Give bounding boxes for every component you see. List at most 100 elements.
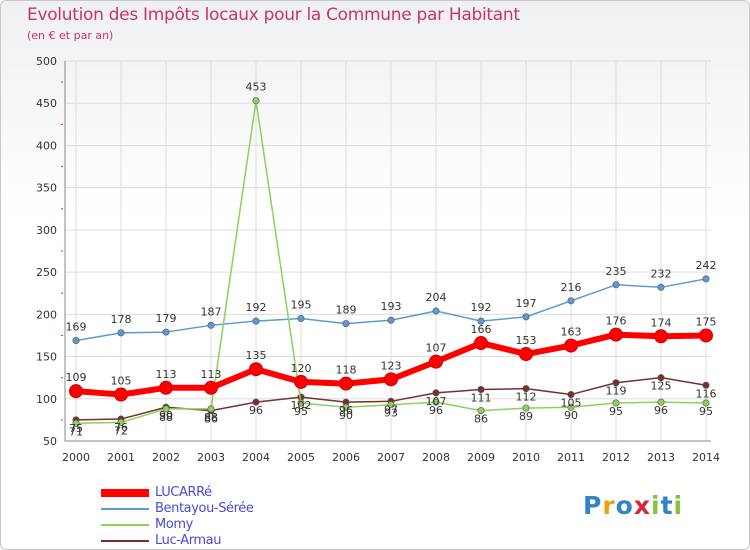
data-label: 113 — [201, 368, 222, 381]
data-label: 107 — [426, 395, 447, 408]
data-point-1 — [702, 275, 710, 283]
data-point-0 — [384, 372, 398, 387]
data-label: 242 — [696, 259, 717, 272]
data-label: 166 — [471, 323, 492, 336]
data-point-1 — [387, 316, 395, 324]
data-label: 90 — [564, 409, 578, 422]
data-label: 119 — [606, 385, 627, 398]
data-point-0 — [69, 384, 83, 399]
data-point-2 — [522, 404, 530, 412]
data-label: 175 — [696, 315, 717, 328]
x-tick-label: 2011 — [557, 451, 585, 464]
data-point-1 — [522, 313, 530, 321]
x-tick-label: 2003 — [197, 451, 225, 464]
data-label: 96 — [429, 404, 443, 417]
data-label: 135 — [246, 349, 267, 362]
data-label: 95 — [609, 405, 623, 418]
x-tick-label: 2009 — [467, 451, 495, 464]
data-point-2 — [72, 419, 80, 427]
x-tick-label: 2002 — [152, 451, 180, 464]
y-tick-label: 500 — [36, 55, 57, 68]
data-label: 189 — [336, 304, 357, 317]
data-point-2 — [207, 405, 215, 413]
y-tick-label: 450 — [36, 97, 57, 110]
chart-title: Evolution des Impôts locaux pour la Comm… — [27, 5, 520, 25]
y-tick-label: 200 — [36, 308, 57, 321]
data-point-2 — [252, 97, 260, 105]
data-label: 112 — [516, 391, 537, 404]
data-label: 113 — [156, 368, 177, 381]
data-label: 163 — [561, 326, 582, 339]
data-point-0 — [429, 354, 443, 369]
proxiti-logo: Proxiti — [583, 491, 683, 520]
data-point-0 — [294, 374, 308, 389]
data-label: 120 — [291, 362, 312, 375]
legend-label: LUCARRé — [155, 485, 212, 500]
data-point-1 — [297, 315, 305, 323]
logo-letter: x — [633, 491, 651, 520]
data-label: 95 — [294, 405, 308, 418]
legend-swatch — [101, 489, 149, 497]
data-point-3 — [567, 391, 575, 399]
x-tick-label: 2004 — [242, 451, 270, 464]
data-label: 204 — [426, 291, 447, 304]
data-point-3 — [657, 374, 665, 382]
data-point-1 — [207, 321, 215, 329]
data-label: 93 — [384, 407, 398, 420]
data-point-3 — [432, 389, 440, 397]
data-label: 195 — [291, 299, 312, 312]
legend-item: Bentayou-Sérée — [101, 501, 361, 517]
data-label: 216 — [561, 281, 582, 294]
logo-letter: i — [673, 491, 684, 520]
data-point-0 — [114, 387, 128, 402]
x-tick-label: 2010 — [512, 451, 540, 464]
legend-item: Luc-Armau — [101, 533, 361, 549]
data-point-2 — [162, 405, 170, 413]
data-label: 105 — [111, 375, 132, 388]
data-point-1 — [612, 281, 620, 289]
legend-swatch — [101, 524, 149, 526]
data-label: 118 — [336, 364, 357, 377]
x-tick-label: 2012 — [602, 451, 630, 464]
legend-item: Momy — [101, 517, 361, 533]
data-point-1 — [342, 320, 350, 328]
x-tick-label: 2005 — [287, 451, 315, 464]
data-point-0 — [474, 336, 488, 351]
legend-label: Bentayou-Sérée — [155, 501, 254, 516]
data-label: 193 — [381, 300, 402, 313]
data-label: 97 — [384, 403, 398, 416]
y-tick-label: 50 — [43, 435, 57, 448]
data-point-2 — [297, 399, 305, 407]
data-point-2 — [387, 401, 395, 409]
data-label: 86 — [474, 413, 488, 426]
data-point-3 — [477, 385, 485, 393]
data-label: 192 — [471, 301, 492, 314]
data-label: 197 — [516, 297, 537, 310]
data-label: 96 — [249, 404, 263, 417]
data-point-0 — [159, 380, 173, 395]
data-point-1 — [117, 329, 125, 337]
data-label: 88 — [204, 411, 218, 424]
x-tick-label: 2007 — [377, 451, 405, 464]
data-label: 95 — [699, 405, 713, 418]
logo-letter: o — [615, 491, 634, 520]
data-label: 72 — [114, 424, 128, 437]
data-point-1 — [432, 307, 440, 315]
data-label: 96 — [339, 404, 353, 417]
data-point-0 — [609, 327, 623, 342]
data-label: 192 — [246, 301, 267, 314]
data-label: 107 — [426, 342, 447, 355]
data-label: 109 — [66, 371, 87, 384]
data-label: 176 — [606, 315, 627, 328]
data-label: 75 — [69, 422, 83, 435]
data-label: 86 — [204, 413, 218, 426]
data-point-0 — [339, 376, 353, 391]
data-label: 89 — [519, 410, 533, 423]
data-label: 76 — [114, 421, 128, 434]
y-tick-label: 150 — [36, 351, 57, 364]
data-point-2 — [612, 399, 620, 407]
data-point-0 — [519, 347, 533, 362]
data-label: 153 — [516, 334, 537, 347]
data-point-1 — [72, 337, 80, 345]
